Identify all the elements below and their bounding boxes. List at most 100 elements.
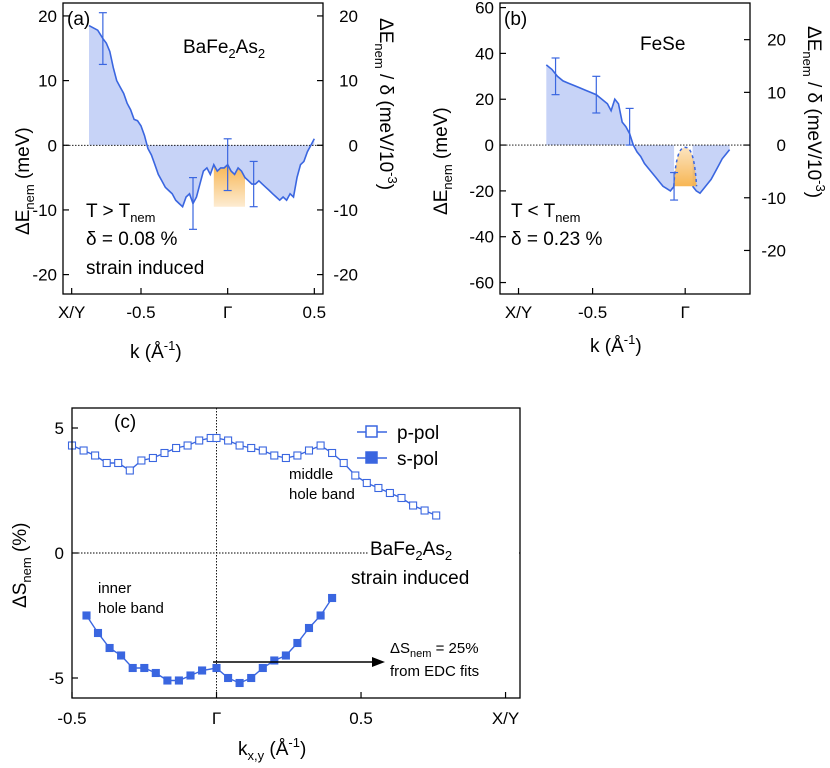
p-pol-point xyxy=(304,446,314,455)
panel-b-right-tick-label: 20 xyxy=(767,31,786,50)
panel-c-x-tick-label: -0.5 xyxy=(57,709,86,728)
p-pol-point xyxy=(397,493,406,503)
panel-b-area-fill-right xyxy=(692,145,730,194)
annotation-middle-2: hole band xyxy=(289,486,355,503)
annotation-arrow-line1: ΔSnem = 25% xyxy=(390,640,479,660)
panel-c-xlabel: kx,y (Å-1) xyxy=(238,735,306,763)
p-pol-point xyxy=(160,448,169,458)
panel-a-right-tick-label: -20 xyxy=(333,266,358,285)
p-pol-point xyxy=(339,458,348,468)
panel-b-series-line-left xyxy=(545,64,675,192)
panel-b-ylabel-left: ΔEnem (meV) xyxy=(431,107,455,215)
panel-c-y-tick-label: 5 xyxy=(55,419,64,438)
p-pol-point xyxy=(293,451,302,460)
panel-a-marks xyxy=(63,12,323,230)
panel-b-y-tick-label: -40 xyxy=(469,228,494,247)
panel-b-right-tick-label: 10 xyxy=(767,83,786,102)
panel-a-material: BaFe2As2 xyxy=(183,37,265,61)
panel-c-y-tick-label: -5 xyxy=(49,669,64,688)
p-pol-point xyxy=(195,436,204,445)
panel-c-y-tick-label: 0 xyxy=(55,544,64,563)
s-pol-line xyxy=(85,597,333,684)
panel-a-right-tick-label: -10 xyxy=(333,201,358,220)
panel-b-label: (b) xyxy=(504,9,527,30)
panel-a-frame xyxy=(62,2,324,295)
panel-b-y-tick-label: 20 xyxy=(475,90,494,109)
panel-a-ticks: X/Y -0.5 Γ 0.5 -20 -10 0 10 20 20 10 0 -10 -20 xyxy=(32,7,358,322)
panel-b-error-bar xyxy=(551,57,560,96)
p-pol-point xyxy=(385,488,394,498)
panel-b-x-tick-label: X/Y xyxy=(505,303,532,322)
panel-c-ylabel: ΔSnem (%) xyxy=(10,523,34,609)
p-pol-point xyxy=(183,441,192,450)
p-pol-point xyxy=(351,471,360,480)
s-pol-point xyxy=(140,663,149,673)
panel-b-right-tick-label: 0 xyxy=(777,136,786,155)
panel-a-right-tick-label: 0 xyxy=(349,136,358,155)
panel-a-xlabel: k (Å-1) xyxy=(130,338,182,363)
panel-a-error-bar xyxy=(223,138,232,192)
s-pol-point xyxy=(224,673,233,683)
panel-b-y-tick-label: -20 xyxy=(469,182,494,201)
panel-b-xlabel: k (Å-1) xyxy=(590,332,642,357)
annotation-inner-2: hole band xyxy=(98,600,164,617)
panel-a-orange-region xyxy=(213,164,245,207)
p-pol-point xyxy=(420,506,429,515)
panel-a-error-bar xyxy=(98,12,107,66)
panel-b-x-tick-label: Γ xyxy=(680,303,689,322)
panel-b-frame xyxy=(499,2,751,295)
panel-a: X/Y -0.5 Γ 0.5 -20 -10 0 10 20 20 10 0 -10 -20 (a) Ba… xyxy=(13,2,400,363)
p-pol-point xyxy=(409,501,418,510)
s-pol-point xyxy=(281,651,290,660)
p-pol-point xyxy=(102,458,111,468)
s-pol-point xyxy=(328,593,337,603)
panel-c-material-bg xyxy=(368,530,518,590)
s-pol-point xyxy=(163,676,172,685)
panel-a-x-tick-label: 0.5 xyxy=(303,303,327,322)
panel-a-ylabel-right: ΔEnem / δ (meV/10-3) xyxy=(372,18,400,190)
panel-a-x-tick-label: Γ xyxy=(223,303,232,322)
s-pol-point xyxy=(235,678,244,688)
p-pol-point xyxy=(137,456,146,465)
s-pol-point xyxy=(293,638,302,648)
panel-c: -0.5 Γ 0.5 X/Y -5 0 5 (c) p-pol s-pol middle h… xyxy=(10,407,521,763)
panel-c-note: strain induced xyxy=(351,568,469,589)
panel-c-x-tick-label: 0.5 xyxy=(349,709,373,728)
panel-a-x-tick-label: -0.5 xyxy=(126,303,155,322)
p-pol-point xyxy=(79,446,88,455)
panel-a-y-tick-label: 20 xyxy=(38,7,57,26)
p-pol-point xyxy=(247,443,256,453)
panel-a-right-tick-label: 10 xyxy=(339,72,358,91)
p-pol-point xyxy=(212,433,221,443)
panel-b-ylabel-right: ΔEnem / δ (meV/10-3) xyxy=(800,26,828,198)
panel-b-orange-dashed-outline xyxy=(673,146,698,187)
panel-b-y-tick-label: 0 xyxy=(485,136,494,155)
p-pol-point xyxy=(328,448,337,458)
panel-b-area-layer xyxy=(546,64,730,194)
annotation-arrowhead xyxy=(372,657,385,667)
panel-b-x-tick-label: -0.5 xyxy=(578,303,607,322)
panel-b-marks xyxy=(500,57,750,201)
p-pol-point xyxy=(281,453,290,463)
s-pol-point xyxy=(128,663,137,673)
p-pol-point xyxy=(432,511,441,520)
panel-b-ticks: X/Y -0.5 Γ -60 -40 -20 0 20 40 60 20 10 0 -10 -20 xyxy=(469,0,786,322)
panel-c-x-tick-label: Γ xyxy=(212,709,221,728)
panel-a-right-tick-label: 20 xyxy=(339,7,358,26)
panel-b-y-tick-label: 60 xyxy=(475,0,494,18)
s-pol-point xyxy=(316,611,325,620)
panel-b-delta: δ = 0.23 % xyxy=(511,229,602,250)
annotation-arrow-line2: from EDC fits xyxy=(390,663,479,680)
p-pol-point xyxy=(316,441,325,450)
panel-b-area-fill-left xyxy=(546,64,675,191)
s-pol-point xyxy=(117,651,126,660)
panel-b-right-tick-label: -10 xyxy=(761,189,786,208)
panel-b-right-tick-label: -20 xyxy=(761,241,786,260)
panel-c-x-tick-label: X/Y xyxy=(492,709,519,728)
p-pol-point xyxy=(172,443,181,453)
panel-b-series-line-right xyxy=(691,149,731,195)
panel-c-ticks: -0.5 Γ 0.5 X/Y -5 0 5 xyxy=(49,419,519,728)
s-pol-point xyxy=(105,643,114,653)
s-pol-point xyxy=(82,611,91,620)
